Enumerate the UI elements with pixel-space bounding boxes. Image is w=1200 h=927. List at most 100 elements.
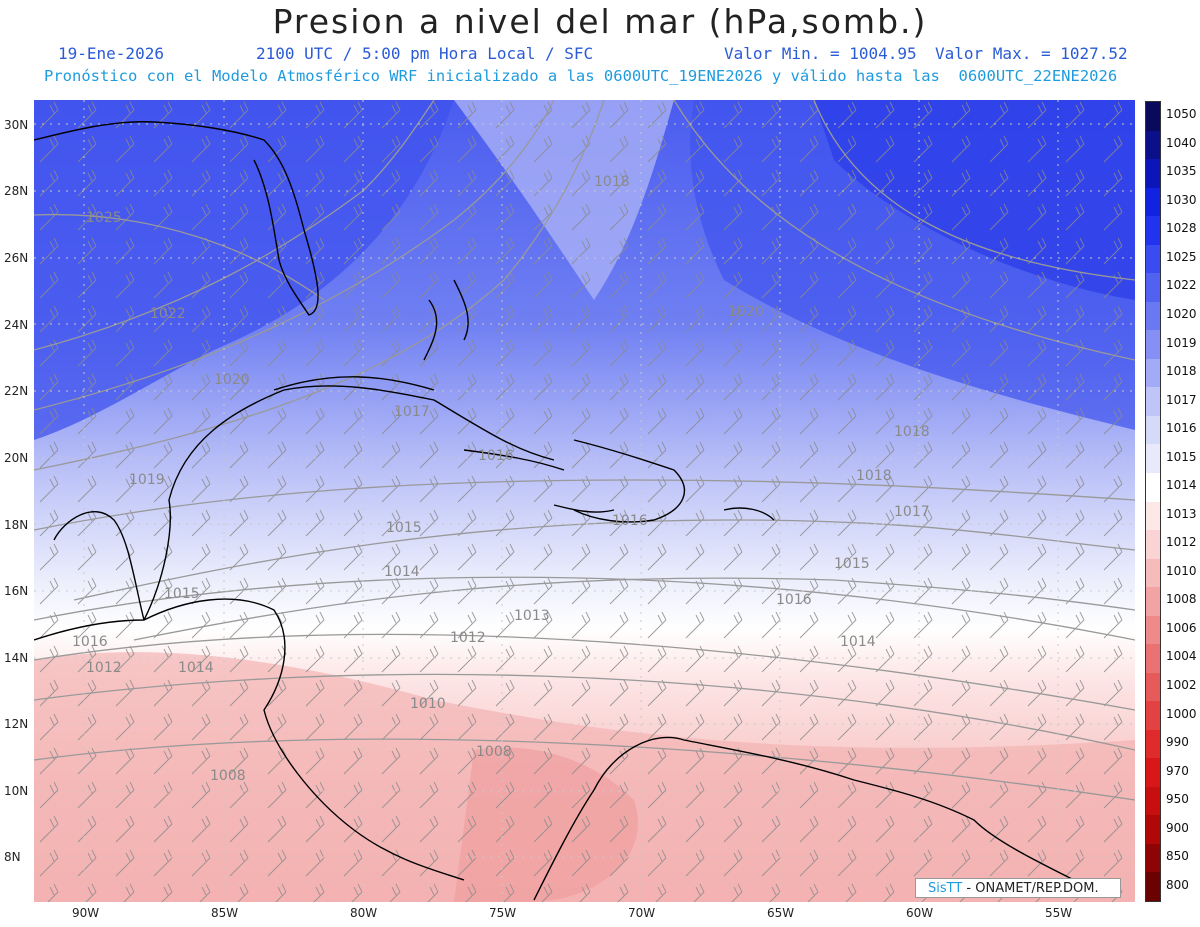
contour-label-group: 1025 1022 1020 1018 1020 1017 1016 1018 …: [72, 174, 930, 784]
colorbar-label: 1004: [1166, 649, 1197, 664]
lat-label: 26N: [4, 251, 29, 265]
lat-label: 20N: [4, 451, 29, 465]
contour-label: 1016: [478, 448, 514, 464]
credit-text: - ONAMET/REP.DOM.: [962, 881, 1099, 896]
credit-box: SisTT - ONAMET/REP.DOM.: [915, 878, 1121, 898]
contour-label: 1015: [164, 586, 200, 602]
contour-label: 1018: [894, 424, 930, 440]
graticule: [34, 100, 1135, 902]
lon-label: 80W: [350, 906, 378, 920]
colorbar-cell: [1146, 530, 1160, 560]
forecast-date: 19-Ene-2026: [58, 44, 164, 63]
contour-label: 1010: [410, 696, 446, 712]
max-value: Valor Max. = 1027.52: [935, 44, 1128, 63]
colorbar-label: 900: [1166, 820, 1189, 835]
contour-label: 1015: [386, 520, 422, 536]
colorbar-cell: [1146, 301, 1160, 331]
colorbar-label: 1020: [1166, 307, 1197, 322]
colorbar-label: 1013: [1166, 506, 1197, 521]
colorbar-label: 1022: [1166, 278, 1197, 293]
contour-label: 1014: [384, 564, 420, 580]
colorbar-cell: [1146, 187, 1160, 217]
forecast-description: Pronóstico con el Modelo Atmosférico WRF…: [44, 67, 1118, 85]
colorbar-cell: [1146, 843, 1160, 873]
colorbar-label: 1018: [1166, 364, 1197, 379]
colorbar: [1145, 101, 1161, 902]
colorbar-label: 1010: [1166, 563, 1197, 578]
lat-label: 8N: [4, 850, 21, 864]
lat-label: 18N: [4, 518, 29, 532]
colorbar-cell: [1146, 216, 1160, 246]
colorbar-cell: [1146, 387, 1160, 417]
colorbar-label: 800: [1166, 877, 1189, 892]
colorbar-cell: [1146, 872, 1160, 902]
contour-label: 1012: [450, 630, 486, 646]
lat-label: 28N: [4, 184, 29, 198]
contour-label: 1025: [86, 210, 122, 226]
colorbar-label: 1006: [1166, 620, 1197, 635]
colorbar-cell: [1146, 358, 1160, 388]
colorbar-label: 1014: [1166, 478, 1197, 493]
min-value: Valor Min. = 1004.95: [724, 44, 917, 63]
contour-label: 1022: [150, 306, 186, 322]
contour-label: 1019: [129, 472, 165, 488]
contour-label: 1016: [72, 634, 108, 650]
colorbar-label: 970: [1166, 763, 1189, 778]
lat-label: 12N: [4, 717, 29, 731]
contour-label: 1020: [728, 304, 764, 320]
lat-label: 10N: [4, 784, 29, 798]
contour-label: 1016: [612, 513, 648, 529]
colorbar-cell: [1146, 815, 1160, 845]
colorbar-cell: [1146, 587, 1160, 617]
contour-label: 1020: [214, 372, 250, 388]
colorbar-label: 1028: [1166, 221, 1197, 236]
colorbar-label: 1040: [1166, 135, 1197, 150]
colorbar-cell: [1146, 729, 1160, 759]
colorbar-cell: [1146, 615, 1160, 645]
colorbar-cell: [1146, 472, 1160, 502]
wind-barbs: [34, 100, 1135, 902]
pressure-field-svg: 1025 1022 1020 1018 1020 1017 1016 1018 …: [33, 99, 1136, 902]
lon-label: 85W: [211, 906, 239, 920]
colorbar-label: 1016: [1166, 421, 1197, 436]
lat-label: 30N: [4, 118, 29, 132]
colorbar-label: 1019: [1166, 335, 1197, 350]
lon-label: 70W: [628, 906, 656, 920]
colorbar-label: 850: [1166, 849, 1189, 864]
lon-label: 55W: [1045, 906, 1073, 920]
contour-label: 1014: [178, 660, 214, 676]
sispi-logo: SisTT: [928, 881, 963, 896]
colorbar-label: 1025: [1166, 249, 1197, 264]
colorbar-cell: [1146, 102, 1160, 132]
colorbar-label: 1000: [1166, 706, 1197, 721]
contour-label: 1017: [394, 404, 430, 420]
colorbar-label: 1035: [1166, 164, 1197, 179]
contour-label: 1016: [776, 592, 812, 608]
contour-label: 1013: [514, 608, 550, 624]
lat-label: 22N: [4, 384, 29, 398]
lat-label: 14N: [4, 651, 29, 665]
contour-label: 1012: [86, 660, 122, 676]
colorbar-cell: [1146, 701, 1160, 731]
lat-label: 24N: [4, 318, 29, 332]
colorbar-cell: [1146, 415, 1160, 445]
colorbar-label: 1008: [1166, 592, 1197, 607]
colorbar-cell: [1146, 273, 1160, 303]
colorbar-cell: [1146, 758, 1160, 788]
lon-label: 60W: [906, 906, 934, 920]
colorbar-label: 1015: [1166, 449, 1197, 464]
lon-label: 65W: [767, 906, 795, 920]
coastlines: [33, 121, 1075, 901]
lon-label: 90W: [72, 906, 100, 920]
pressure-map: 1025 1022 1020 1018 1020 1017 1016 1018 …: [33, 99, 1136, 902]
colorbar-label: 1012: [1166, 535, 1197, 550]
contour-label: 1018: [594, 174, 630, 190]
colorbar-cell: [1146, 330, 1160, 360]
contour-label: 1008: [476, 744, 512, 760]
contour-label: 1015: [834, 556, 870, 572]
lat-label: 16N: [4, 584, 29, 598]
colorbar-cell: [1146, 558, 1160, 588]
colorbar-cell: [1146, 644, 1160, 674]
colorbar-cell: [1146, 501, 1160, 531]
colorbar-cell: [1146, 672, 1160, 702]
